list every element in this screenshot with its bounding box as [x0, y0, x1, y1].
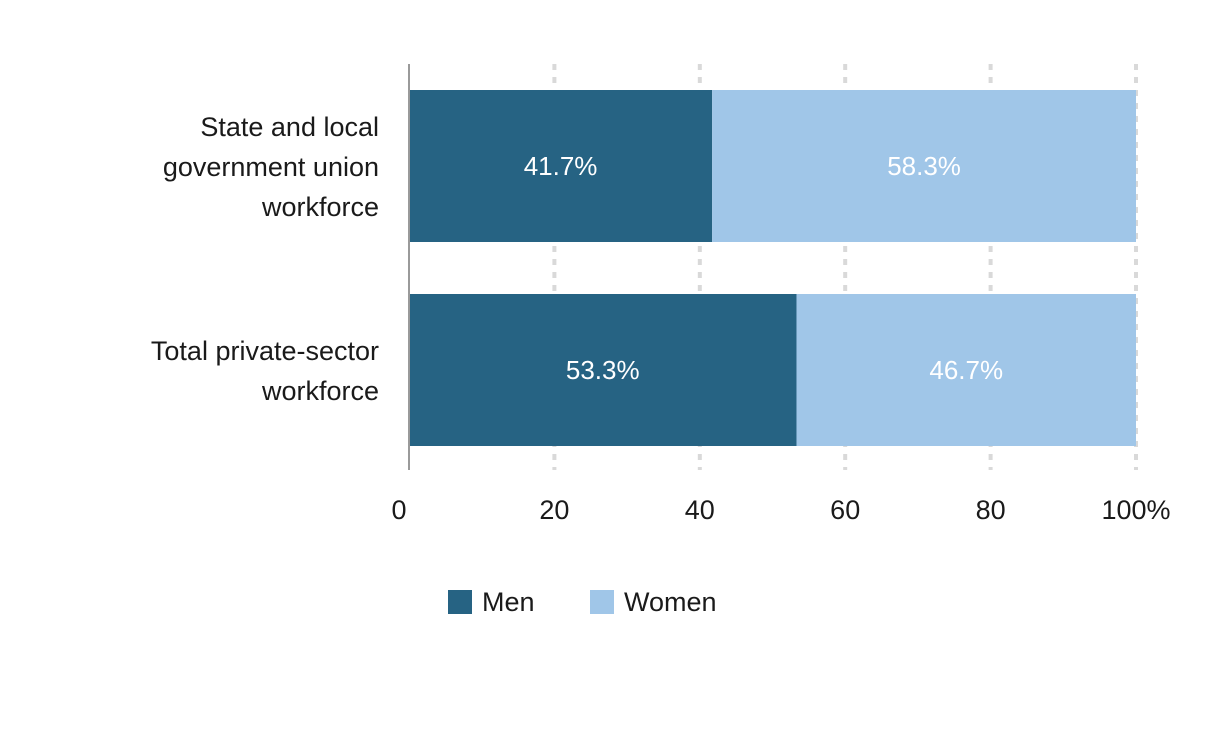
category-label: workforce: [261, 192, 379, 222]
tick-label: 100%: [1101, 495, 1170, 525]
legend-swatch: [448, 590, 472, 614]
bar-segment-men: [409, 90, 713, 242]
data-label: 53.3%: [566, 355, 640, 385]
bars: 41.7% 58.3% 53.3% 46.7%: [409, 90, 1136, 446]
bar-segment-men: [409, 294, 797, 446]
tick-label: 60: [830, 495, 860, 525]
data-label: 46.7%: [929, 355, 1003, 385]
legend: Men Women: [448, 587, 717, 617]
category-label: government union: [163, 152, 379, 182]
legend-label: Men: [482, 587, 535, 617]
category-label: State and local: [200, 112, 379, 142]
category-label: Total private-sector: [151, 336, 379, 366]
x-axis: 0 20 40 60 80 100%: [391, 64, 1171, 525]
bar-segment-women: [796, 294, 1136, 446]
data-label: 58.3%: [887, 151, 961, 181]
category-label: workforce: [261, 376, 379, 406]
bar-segment-women: [712, 90, 1136, 242]
category-labels: State and local government union workforce…: [151, 112, 379, 406]
tick-label: 80: [976, 495, 1006, 525]
data-label: 41.7%: [524, 151, 598, 181]
tick-label: 0: [391, 495, 406, 525]
legend-label: Women: [624, 587, 717, 617]
legend-swatch: [590, 590, 614, 614]
tick-label: 20: [539, 495, 569, 525]
tick-label: 40: [685, 495, 715, 525]
